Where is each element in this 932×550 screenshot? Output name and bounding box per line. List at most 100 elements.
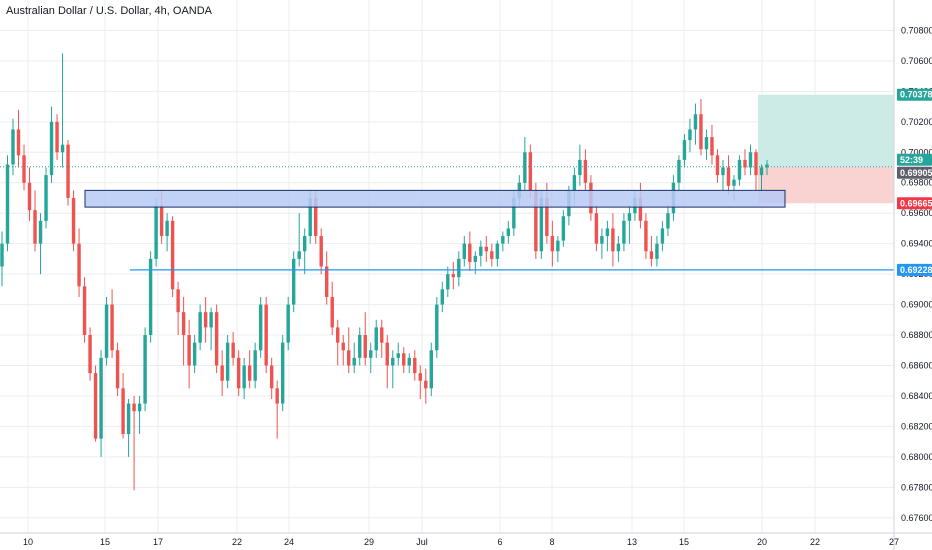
candle-body [737, 159, 742, 180]
target-price-label-text: 0.70378 [900, 90, 932, 100]
price-tick-label: 0.68800 [901, 330, 932, 340]
chart-zones [758, 94, 894, 204]
last-price-label-bg [897, 166, 932, 179]
time-tick-label: 15 [679, 537, 689, 547]
support-price-label-bg [897, 263, 932, 276]
candle-body [77, 243, 81, 287]
candle-body [137, 403, 142, 412]
time-tick-label: 24 [284, 537, 294, 547]
candle-body [110, 304, 114, 351]
price-tick-label: 0.70600 [901, 56, 932, 66]
support-price-label: 0.69228 [897, 263, 932, 276]
candle-body [374, 327, 378, 351]
candle-body [225, 342, 230, 381]
time-tick-label: 8 [549, 537, 554, 547]
time-tick-label: 6 [497, 537, 502, 547]
candle-body [407, 357, 411, 366]
candle-body [583, 159, 588, 183]
candle-body [380, 327, 384, 343]
last-price-label: 0.69905 [897, 166, 932, 179]
candle-body [704, 137, 709, 150]
candle-body [611, 228, 615, 252]
candle-body [286, 304, 290, 343]
candle-body [726, 167, 731, 186]
time-tick-label: 10 [23, 537, 33, 547]
candle-body [71, 197, 76, 244]
candle-body [291, 258, 296, 305]
price-tick-label: 0.67800 [901, 482, 932, 492]
timer-label: 52:39 [897, 153, 932, 166]
candle-body [627, 213, 632, 221]
candle-body [688, 129, 692, 141]
candle-body [677, 159, 681, 183]
candle-body [198, 312, 202, 343]
candle-body [578, 159, 582, 176]
candle-body [600, 236, 604, 244]
candle-body [512, 197, 516, 229]
candle-body [754, 152, 758, 176]
candle-body [66, 144, 70, 198]
candle-body [352, 357, 356, 366]
candle-body [22, 155, 26, 183]
candle-body [99, 357, 103, 439]
candle-body [302, 236, 307, 252]
candle-body [385, 342, 389, 366]
candle-body [457, 258, 461, 278]
candle-body [192, 342, 197, 366]
candle-body [369, 350, 373, 358]
candle-body [44, 175, 48, 221]
time-tick-label: 17 [153, 537, 163, 547]
candle-body [534, 190, 538, 252]
candle-body [242, 365, 246, 389]
price-tick-label: 0.67600 [901, 513, 932, 523]
price-tick-label: 0.70800 [901, 25, 932, 35]
target-price-label-bg [897, 88, 932, 101]
time-tick-label: 15 [100, 537, 110, 547]
time-tick-label: 20 [757, 537, 767, 547]
candle-body [479, 246, 483, 256]
candle-body [539, 197, 544, 252]
candle-body [269, 365, 274, 389]
candle-body [545, 197, 549, 237]
candle-body [468, 243, 472, 262]
candle-body [682, 140, 687, 160]
candle-body [462, 243, 467, 259]
candle-body [82, 286, 87, 336]
price-tick-label: 0.70200 [901, 117, 932, 127]
price-labels: 0.70378 52:39 0.69905 0.69665 0.69228 [897, 88, 932, 276]
price-tick-label: 0.68400 [901, 391, 932, 401]
candle-body [132, 403, 136, 412]
candle-body [396, 353, 400, 358]
candle-body [759, 167, 764, 176]
candle-body [325, 266, 329, 297]
time-axis[interactable]: 10 15 17 22 24 29 Jul 6 8 13 15 20 22 27 [0, 532, 932, 547]
candle-body [247, 365, 252, 381]
candle-body [264, 304, 268, 366]
candle-body [765, 164, 769, 168]
candle-body [484, 246, 489, 252]
price-tick-label: 0.68600 [901, 360, 932, 370]
candle-body [0, 243, 4, 267]
candle-body [347, 350, 351, 366]
candle-body [231, 342, 235, 358]
candle-body [181, 312, 186, 336]
candle-body [550, 236, 555, 252]
candle-body [121, 388, 125, 435]
candle-body [528, 152, 533, 191]
candle-body [336, 327, 340, 343]
candle-body [148, 258, 153, 336]
candle-body [236, 357, 241, 389]
candle-body [523, 152, 527, 183]
candle-body [710, 137, 714, 156]
candle-body [501, 236, 505, 244]
candle-body [143, 335, 147, 404]
candle-body [38, 220, 43, 244]
price-tick-label: 0.69800 [901, 178, 932, 188]
candle-body [253, 350, 257, 381]
price-tick-label: 0.69000 [901, 300, 932, 310]
candle-body [209, 312, 213, 328]
candle-body [693, 114, 698, 130]
stop-price-label-bg [897, 197, 932, 210]
candle-body [220, 365, 224, 381]
